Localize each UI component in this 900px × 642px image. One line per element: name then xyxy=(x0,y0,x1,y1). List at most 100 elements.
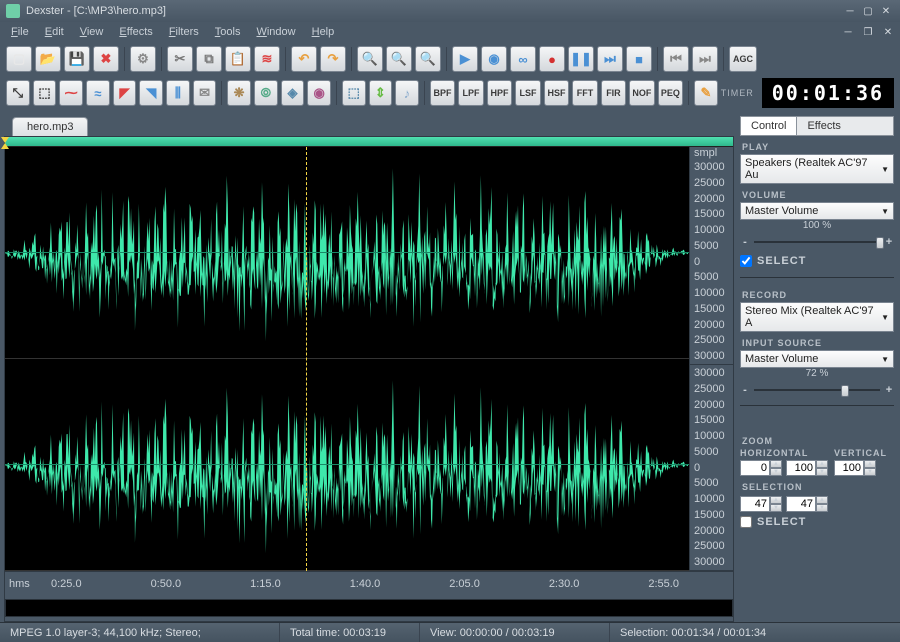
play-icon[interactable]: ▶ xyxy=(452,46,478,72)
edit-icon[interactable]: ✎ xyxy=(694,80,718,106)
sel-end[interactable]: ▲▼ xyxy=(786,496,828,512)
menu-window[interactable]: Window xyxy=(249,24,302,40)
volume-pct: 100 % xyxy=(740,220,894,231)
file-tab[interactable]: hero.mp3 xyxy=(12,117,88,136)
status-format: MPEG 1.0 layer-3; 44,100 kHz; Stereo; xyxy=(0,623,280,642)
main-area: hero.mp3 smpl 30000250002000015000100005… xyxy=(4,114,734,622)
agc-icon[interactable]: AGC xyxy=(729,46,757,72)
volume-label: VOLUME xyxy=(742,190,894,200)
mdi-restore-icon[interactable]: ❐ xyxy=(860,25,876,39)
zoom-h-start[interactable]: ▲▼ xyxy=(740,460,782,476)
pitch-icon[interactable]: ⬚ xyxy=(33,80,57,106)
play-loop-icon[interactable]: ◉ xyxy=(481,46,507,72)
input-source-combo[interactable]: Master Volume▼ xyxy=(740,350,894,368)
channel-right[interactable] xyxy=(5,359,689,571)
delete-icon[interactable]: ✖ xyxy=(93,46,119,72)
input-pct: 72 % xyxy=(740,368,894,379)
tab-control[interactable]: Control xyxy=(741,117,797,135)
fx3-icon[interactable]: ◈ xyxy=(281,80,305,106)
menu-edit[interactable]: Edit xyxy=(38,24,71,40)
menubar: FileEditViewEffectsFiltersToolsWindowHel… xyxy=(0,22,900,42)
mdi-minimize-icon[interactable]: ─ xyxy=(840,25,856,39)
hsf[interactable]: HSF xyxy=(544,80,569,106)
fft[interactable]: FFT xyxy=(572,80,597,106)
tool1-icon[interactable]: ⬚ xyxy=(342,80,366,106)
volume-slider[interactable] xyxy=(754,235,880,249)
settings-icon[interactable]: ⚙ xyxy=(130,46,156,72)
loop-icon[interactable]: ∞ xyxy=(510,46,536,72)
menu-tools[interactable]: Tools xyxy=(208,24,248,40)
env-icon[interactable]: ✉ xyxy=(193,80,217,106)
wave1-icon[interactable]: ⁓ xyxy=(59,80,83,106)
new-icon[interactable]: ▢ xyxy=(6,46,32,72)
undo-icon[interactable]: ↶ xyxy=(291,46,317,72)
open-icon[interactable]: 📂 xyxy=(35,46,61,72)
wave2-icon[interactable]: ≈ xyxy=(86,80,110,106)
menu-file[interactable]: File xyxy=(4,24,36,40)
maximize-icon[interactable]: ▢ xyxy=(860,4,876,18)
workspace: hero.mp3 smpl 30000250002000015000100005… xyxy=(0,110,900,622)
hms-label: hms xyxy=(5,572,41,595)
begin-icon[interactable]: ⏮ xyxy=(663,46,689,72)
menu-view[interactable]: View xyxy=(73,24,111,40)
lpf[interactable]: LPF xyxy=(458,80,483,106)
lsf[interactable]: LSF xyxy=(515,80,540,106)
save-icon[interactable]: 💾 xyxy=(64,46,90,72)
end-icon[interactable]: ⏭ xyxy=(692,46,718,72)
mdi-close-icon[interactable]: ✕ xyxy=(880,25,896,39)
menu-effects[interactable]: Effects xyxy=(112,24,159,40)
tab-effects[interactable]: Effects xyxy=(797,117,850,135)
paste-icon[interactable]: 📋 xyxy=(225,46,251,72)
smpl-label: smpl xyxy=(690,147,733,159)
fadeout-icon[interactable]: ◥ xyxy=(139,80,163,106)
zoom-out-icon[interactable]: 🔍 xyxy=(386,46,412,72)
play-device-combo[interactable]: Speakers (Realtek AC'97 Au▼ xyxy=(740,154,894,184)
fx2-icon[interactable]: ⦾ xyxy=(254,80,278,106)
sel-start[interactable]: ▲▼ xyxy=(740,496,782,512)
channel-left[interactable] xyxy=(5,147,689,359)
nof[interactable]: NOF xyxy=(629,80,654,106)
zoom-v-label: VERTICAL xyxy=(834,448,887,458)
fx4-icon[interactable]: ◉ xyxy=(307,80,331,106)
tool2-icon[interactable]: ⇕ xyxy=(369,80,393,106)
copy-icon[interactable]: ⧉ xyxy=(196,46,222,72)
fadein-icon[interactable]: ◤ xyxy=(113,80,137,106)
pause-icon[interactable]: ❚❚ xyxy=(568,46,594,72)
cut-icon[interactable]: ✂ xyxy=(167,46,193,72)
zoom-h-end[interactable]: ▲▼ xyxy=(786,460,828,476)
zoom-in-icon[interactable]: 🔍 xyxy=(357,46,383,72)
zoom-fit-icon[interactable]: 🔍 xyxy=(415,46,441,72)
fx1-icon[interactable]: ❋ xyxy=(227,80,251,106)
scrollbar[interactable] xyxy=(5,599,733,617)
zoom-v[interactable]: ▲▼ xyxy=(834,460,876,476)
minimize-icon[interactable]: ─ xyxy=(842,4,858,18)
stop-icon[interactable]: ■ xyxy=(626,46,652,72)
record-device-combo[interactable]: Stereo Mix (Realtek AC'97 A▼ xyxy=(740,302,894,332)
menu-help[interactable]: Help xyxy=(305,24,342,40)
waveform-display[interactable] xyxy=(5,147,689,571)
input-slider[interactable] xyxy=(754,383,880,397)
close-icon[interactable]: ✕ xyxy=(878,4,894,18)
record-label: RECORD xyxy=(742,290,894,300)
mix-icon[interactable]: ≋ xyxy=(254,46,280,72)
eq-icon[interactable]: ⫼ xyxy=(166,80,190,106)
bpf[interactable]: BPF xyxy=(430,80,455,106)
select-checkbox[interactable]: SELECT xyxy=(740,255,894,267)
redo-icon[interactable]: ↷ xyxy=(320,46,346,72)
hpf[interactable]: HPF xyxy=(487,80,512,106)
skip-icon[interactable]: ⏭ xyxy=(597,46,623,72)
titlebar: Dexster - [C:\MP3\hero.mp3] ─ ▢ ✕ xyxy=(0,0,900,22)
stretch-icon[interactable]: ⤡ xyxy=(6,80,30,106)
sel-checkbox[interactable]: SELECT xyxy=(740,516,894,528)
record-icon[interactable]: ● xyxy=(539,46,565,72)
selection-bar[interactable] xyxy=(5,137,733,147)
peq[interactable]: PEQ xyxy=(658,80,683,106)
volume-source-combo[interactable]: Master Volume▼ xyxy=(740,202,894,220)
toolbar-effects: ⤡⬚⁓≈◤◥⫼✉❋⦾◈◉⬚⇕♪BPFLPFHPFLSFHSFFFTFIRNOFP… xyxy=(0,76,900,110)
selection-label: SELECTION xyxy=(742,482,894,492)
status-total: Total time: 00:03:19 xyxy=(280,623,420,642)
note-icon[interactable]: ♪ xyxy=(395,80,419,106)
fir[interactable]: FIR xyxy=(601,80,626,106)
menu-filters[interactable]: Filters xyxy=(162,24,206,40)
amplitude-scale: smpl 30000250002000015000100005000050001… xyxy=(689,147,733,571)
